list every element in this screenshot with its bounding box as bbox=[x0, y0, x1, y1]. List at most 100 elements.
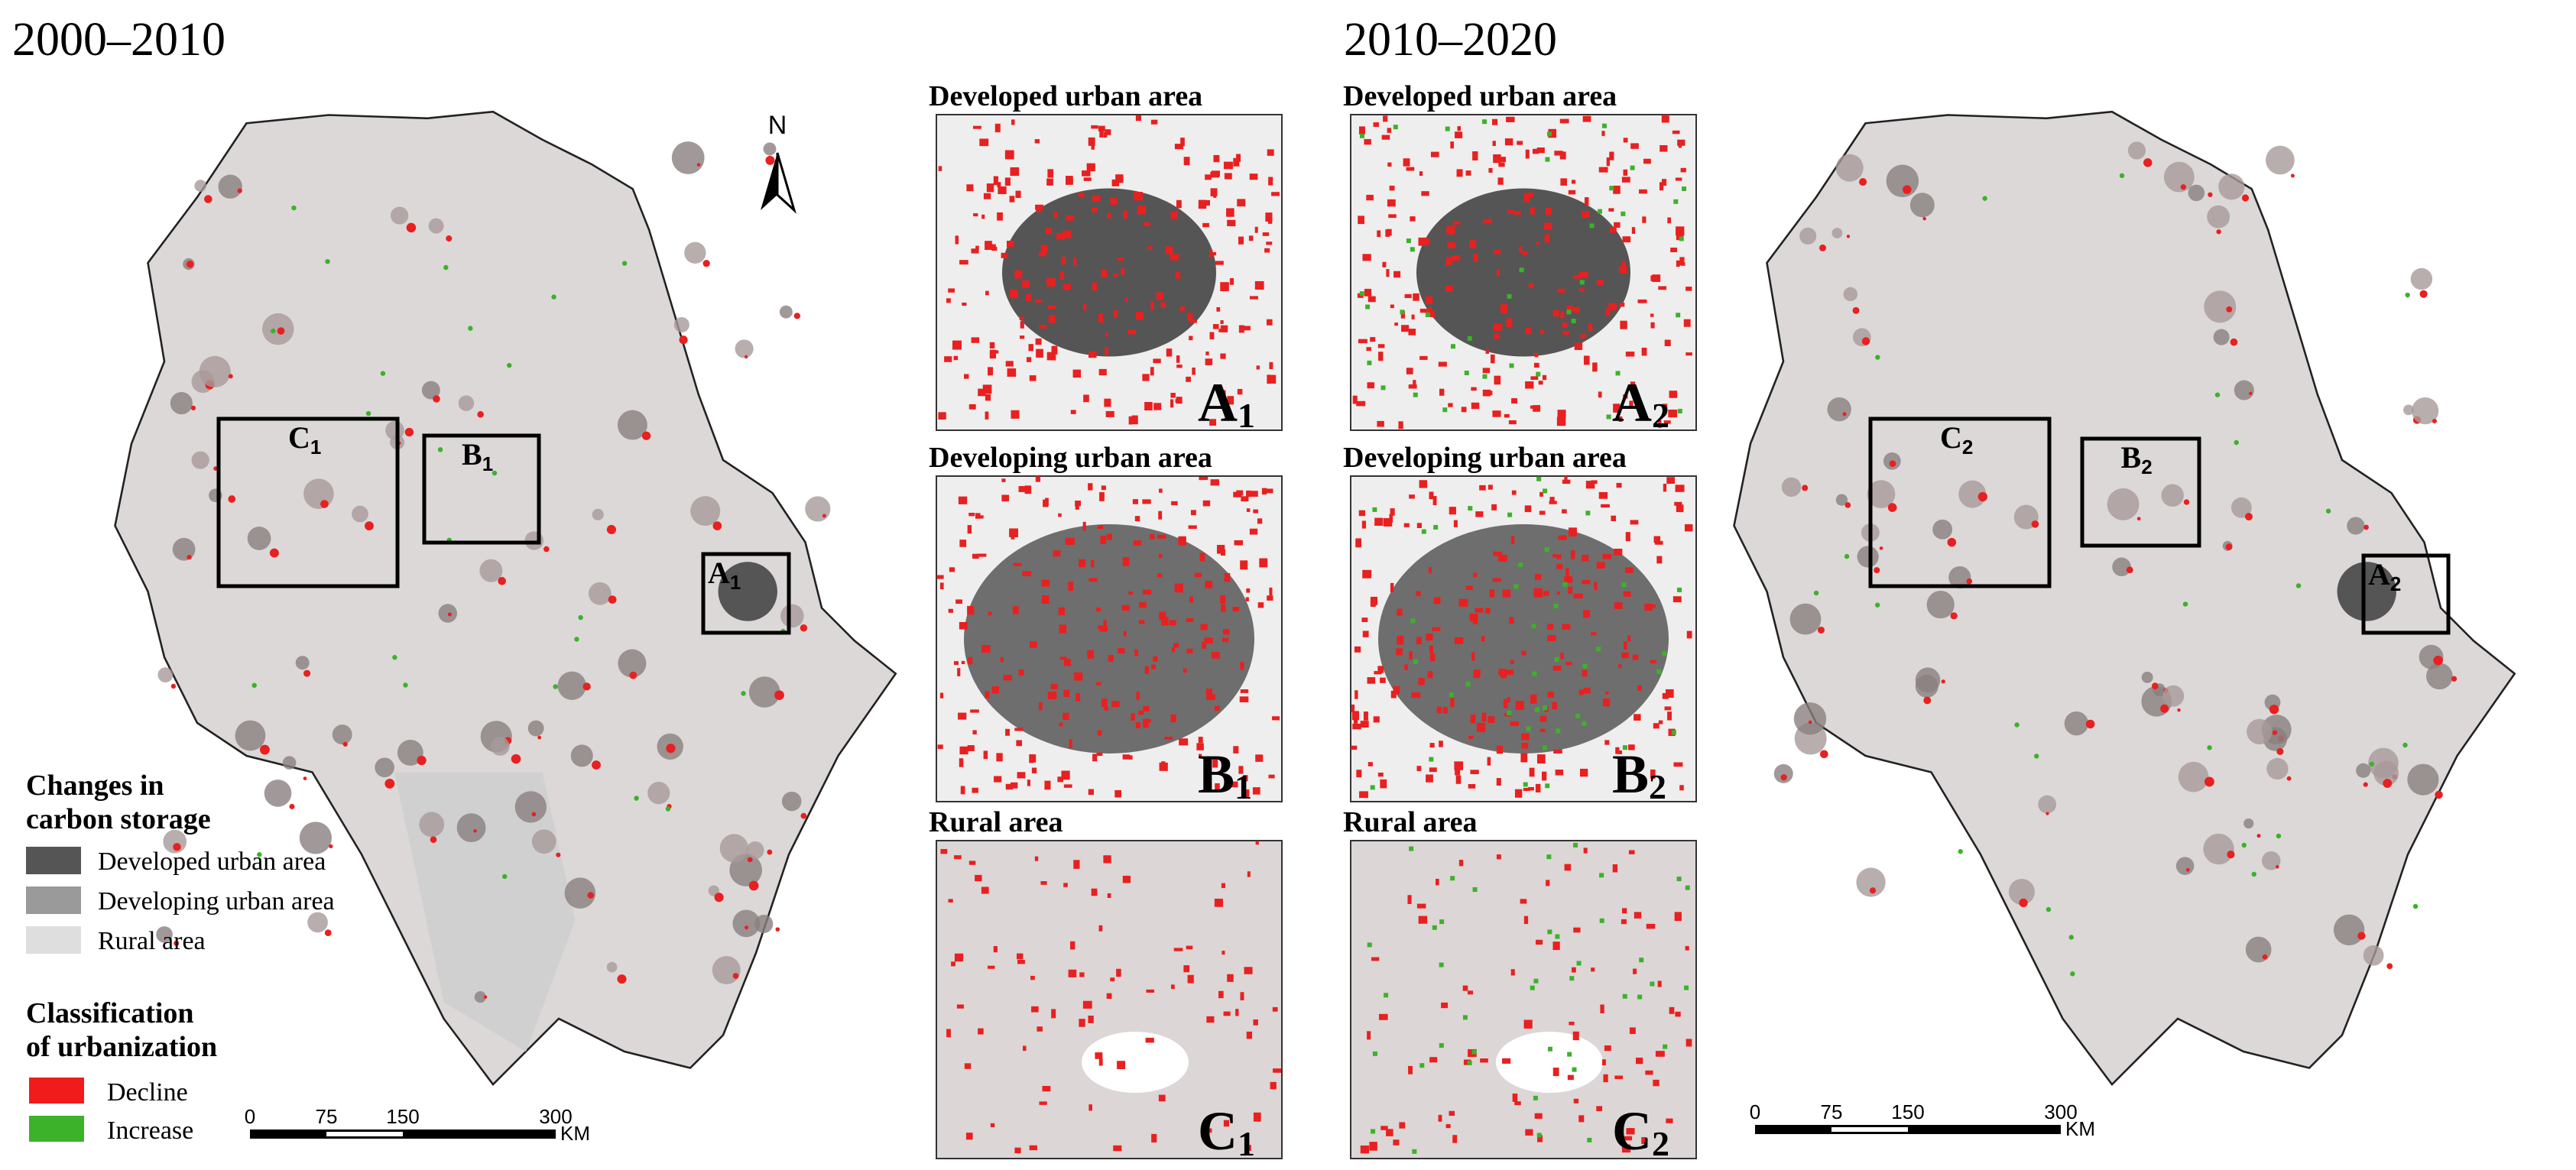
scale-unit: KM bbox=[2065, 1117, 2095, 1140]
decline-pixel bbox=[1227, 974, 1234, 982]
increase-pixel bbox=[1606, 414, 1611, 420]
decline-pixel bbox=[1205, 352, 1209, 355]
decline-pixel bbox=[983, 750, 988, 760]
increase-pixel bbox=[1445, 126, 1450, 131]
decline-pixel bbox=[1038, 702, 1043, 711]
decline-pixel bbox=[1246, 490, 1251, 497]
decline-pixel bbox=[994, 776, 1002, 783]
decline-pixel bbox=[1145, 1037, 1154, 1043]
decline-pixel bbox=[1367, 296, 1376, 303]
decline-pixel bbox=[1608, 303, 1617, 311]
urban-spot bbox=[2247, 718, 2273, 745]
decline-spot bbox=[774, 690, 784, 700]
decline-pixel bbox=[1560, 652, 1564, 660]
decline-pixel bbox=[1209, 332, 1215, 340]
decline-spot bbox=[498, 577, 506, 585]
increase-pixel bbox=[1467, 1060, 1472, 1065]
decline-pixel bbox=[1091, 145, 1095, 150]
decline-pixel bbox=[1446, 225, 1455, 235]
decline-pixel bbox=[1428, 310, 1436, 318]
decline-pixel bbox=[1160, 302, 1166, 308]
decline-pixel bbox=[1150, 119, 1158, 125]
increase-pixel bbox=[1406, 238, 1411, 244]
decline-pixel bbox=[1164, 736, 1173, 741]
urban-spot bbox=[748, 676, 780, 708]
decline-pixel bbox=[1390, 690, 1397, 698]
decline-pixel bbox=[1036, 348, 1043, 358]
decline-pixel bbox=[1202, 500, 1211, 507]
decline-pixel bbox=[1224, 572, 1231, 582]
decline-pixel bbox=[1216, 306, 1221, 312]
decline-pixel bbox=[1409, 651, 1413, 660]
decline-pixel bbox=[1400, 311, 1406, 319]
decline-pixel bbox=[1672, 130, 1680, 135]
decline-pixel bbox=[1502, 589, 1511, 598]
increase-pixel bbox=[1468, 506, 1473, 511]
urban-spot bbox=[2107, 488, 2140, 520]
inset-label: A1 bbox=[1198, 372, 1255, 435]
decline-pixel bbox=[1471, 652, 1475, 661]
decline-spot bbox=[1842, 412, 1847, 416]
decline-pixel bbox=[1047, 305, 1056, 310]
decline-pixel bbox=[1190, 510, 1196, 516]
decline-pixel bbox=[1623, 394, 1628, 399]
decline-pixel bbox=[951, 961, 955, 967]
decline-pixel bbox=[1075, 503, 1079, 510]
decline-pixel bbox=[1246, 588, 1251, 593]
decline-pixel bbox=[1623, 138, 1628, 143]
increase-spot bbox=[2068, 935, 2074, 940]
decline-pixel bbox=[1521, 743, 1529, 749]
heading: 2010–2020 bbox=[1344, 14, 1557, 66]
urban-spot bbox=[618, 649, 647, 678]
decline-pixel bbox=[1462, 985, 1468, 991]
decline-pixel bbox=[1200, 624, 1208, 630]
decline-pixel bbox=[1659, 144, 1668, 152]
decline-pixel bbox=[1388, 214, 1397, 219]
urban-spot bbox=[419, 812, 445, 838]
decline-pixel bbox=[1355, 690, 1358, 699]
decline-pixel bbox=[1592, 362, 1598, 372]
decline-pixel bbox=[1623, 591, 1631, 597]
decline-pixel bbox=[1106, 993, 1112, 999]
decline-pixel bbox=[1468, 735, 1474, 740]
decline-pixel bbox=[1105, 410, 1114, 417]
decline-pixel bbox=[1143, 718, 1149, 728]
decline-pixel bbox=[1151, 1133, 1157, 1142]
decline-pixel bbox=[1088, 789, 1094, 796]
decline-pixel bbox=[1173, 948, 1183, 951]
decline-pixel bbox=[1377, 772, 1384, 777]
decline-pixel bbox=[1028, 344, 1033, 352]
decline-pixel bbox=[1674, 912, 1682, 922]
inset-label: C2 bbox=[1612, 1100, 1669, 1163]
decline-pixel bbox=[1186, 648, 1193, 653]
decline-pixel bbox=[1128, 416, 1133, 425]
decline-pixel bbox=[1511, 490, 1517, 495]
urban-spot bbox=[1835, 154, 1864, 182]
decline-pixel bbox=[1221, 637, 1229, 643]
decline-pixel bbox=[1142, 374, 1150, 381]
decline-pixel bbox=[1023, 1045, 1027, 1052]
decline-pixel bbox=[1353, 718, 1358, 724]
decline-pixel bbox=[975, 874, 982, 882]
increase-spot bbox=[2276, 833, 2282, 839]
decline-spot bbox=[592, 760, 601, 770]
decline-pixel bbox=[1240, 662, 1244, 670]
decline-pixel bbox=[1450, 141, 1455, 149]
decline-pixel bbox=[1205, 174, 1212, 180]
decline-spot bbox=[1852, 306, 1860, 314]
decline-pixel bbox=[1552, 942, 1560, 951]
decline-pixel bbox=[1485, 608, 1491, 614]
decline-pixel bbox=[1377, 230, 1381, 238]
urban-spot bbox=[1856, 867, 1886, 897]
decline-pixel bbox=[1630, 520, 1639, 525]
decline-pixel bbox=[1630, 381, 1636, 387]
urban-spot bbox=[671, 141, 705, 174]
decline-pixel bbox=[1226, 208, 1234, 217]
decline-spot bbox=[277, 327, 285, 335]
decline-pixel bbox=[1161, 617, 1169, 626]
decline-pixel bbox=[1034, 856, 1039, 861]
decline-pixel bbox=[1204, 637, 1213, 644]
decline-spot bbox=[1879, 546, 1883, 550]
decline-pixel bbox=[1122, 557, 1130, 566]
decline-spot bbox=[2276, 747, 2284, 755]
